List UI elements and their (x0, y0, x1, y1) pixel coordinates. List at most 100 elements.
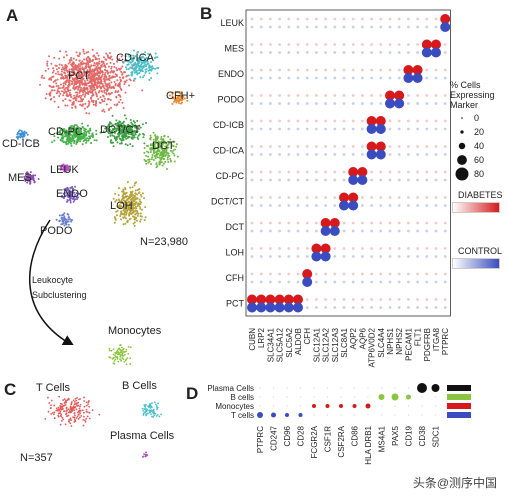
d-dot (259, 396, 261, 398)
dot-control (397, 127, 401, 131)
dot-diabetes (287, 196, 291, 199)
d-gene-label: SDC1 (432, 425, 441, 447)
dot-control (287, 204, 291, 207)
d-row-gradient (447, 385, 471, 391)
dot-control (305, 204, 309, 207)
dot-diabetes (366, 141, 377, 152)
dot-control (375, 149, 386, 160)
dot-control (388, 76, 392, 80)
dot-diabetes (250, 119, 254, 123)
cluster-label-pct: PCT (68, 70, 90, 82)
dot-diabetes (425, 221, 429, 225)
dot-diabetes (296, 68, 300, 72)
cluster-label-podo: PODO (40, 225, 73, 237)
size-legend-dot (457, 155, 467, 165)
cluster-loh (112, 181, 147, 227)
dot-diabetes (425, 17, 429, 21)
dot-diabetes (361, 272, 364, 276)
dot-diabetes (351, 145, 355, 148)
dot-control (315, 51, 318, 54)
dot-diabetes (342, 119, 346, 123)
dot-control (348, 175, 359, 185)
size-legend: 0 20 40 60 80 (455, 113, 484, 181)
cluster-label-dct: DCT (152, 140, 175, 152)
dot-diabetes (379, 247, 383, 250)
dot-diabetes (379, 17, 383, 21)
dot-control (247, 302, 257, 313)
dot-control (370, 255, 373, 258)
cluster-label-cd-ica: CD-ICA (116, 52, 154, 64)
dot-diabetes (342, 221, 346, 225)
dot-control (342, 76, 346, 80)
dot-diabetes (311, 243, 322, 254)
dot-control (315, 102, 318, 105)
dot-diabetes (370, 221, 373, 225)
dot-diabetes (296, 17, 300, 21)
dot-control (379, 255, 383, 258)
dot-diabetes (278, 272, 281, 276)
dot-control (388, 280, 392, 284)
dot-diabetes (296, 94, 300, 97)
dot-control (278, 127, 281, 131)
dot-control (351, 255, 355, 258)
dot-diabetes (416, 43, 419, 46)
cluster-cd-pc (51, 122, 98, 147)
marker-dot-plot: LEUK MES ENDO PODO CD-ICB CD-ICA CD-PC DCT/CT DC… (211, 9, 451, 367)
dot-diabetes (425, 170, 429, 174)
d-dot (340, 396, 342, 398)
dot-diabetes (443, 170, 447, 174)
dot-control (287, 76, 291, 80)
dot-diabetes (320, 243, 331, 254)
dot-control (388, 25, 392, 29)
gene-label: FLT1 (414, 327, 423, 346)
dot-diabetes (342, 17, 346, 21)
dot-diabetes (425, 298, 429, 301)
size-legend-dot (455, 167, 469, 181)
dot-diabetes (305, 68, 309, 72)
dot-control (250, 229, 254, 233)
dot-control (361, 280, 364, 284)
row-label: CD-PC (216, 171, 245, 181)
dot-control (416, 25, 419, 29)
dot-diabetes (388, 272, 392, 276)
cluster-label-mes: MES (8, 172, 32, 184)
dot-diabetes (315, 68, 318, 72)
dot-control (315, 229, 318, 233)
d-dot (326, 396, 329, 398)
d-gene-label: CD28 (297, 425, 306, 446)
dot-control (296, 102, 300, 105)
dot-diabetes (434, 196, 438, 199)
row-label: DCT (226, 222, 245, 232)
dot-control (397, 280, 401, 284)
cluster-label-cd-icb: CD-ICB (2, 138, 40, 150)
dot-control (259, 280, 263, 284)
dot-control (370, 25, 373, 29)
dot-control (412, 73, 423, 83)
dot-control (407, 306, 410, 309)
gene-label: SLC5A2 (285, 327, 294, 357)
d-dot (339, 404, 343, 408)
dot-diabetes (287, 145, 291, 148)
dot-diabetes (305, 94, 309, 97)
dot-control (296, 204, 300, 207)
dot-control (434, 229, 438, 233)
leuk-cluster (142, 451, 148, 458)
dot-control (361, 25, 364, 29)
dot-diabetes (293, 294, 303, 305)
dot-control (315, 280, 318, 284)
dot-control (278, 229, 281, 233)
dot-control (416, 51, 419, 54)
dot-diabetes (269, 17, 272, 21)
gene-label: SLC34A1 (266, 327, 275, 362)
dot-diabetes (283, 294, 294, 305)
dot-control (269, 280, 272, 284)
dot-diabetes (305, 145, 309, 148)
legend-title-2: Expressing (450, 90, 495, 100)
dot-diabetes (342, 43, 346, 46)
diabetes-label: DIABETES (458, 190, 503, 200)
dot-control (351, 25, 355, 29)
dot-control (324, 102, 327, 105)
dot-diabetes (296, 43, 300, 46)
dot-control (287, 255, 291, 258)
dot-diabetes (315, 221, 318, 225)
